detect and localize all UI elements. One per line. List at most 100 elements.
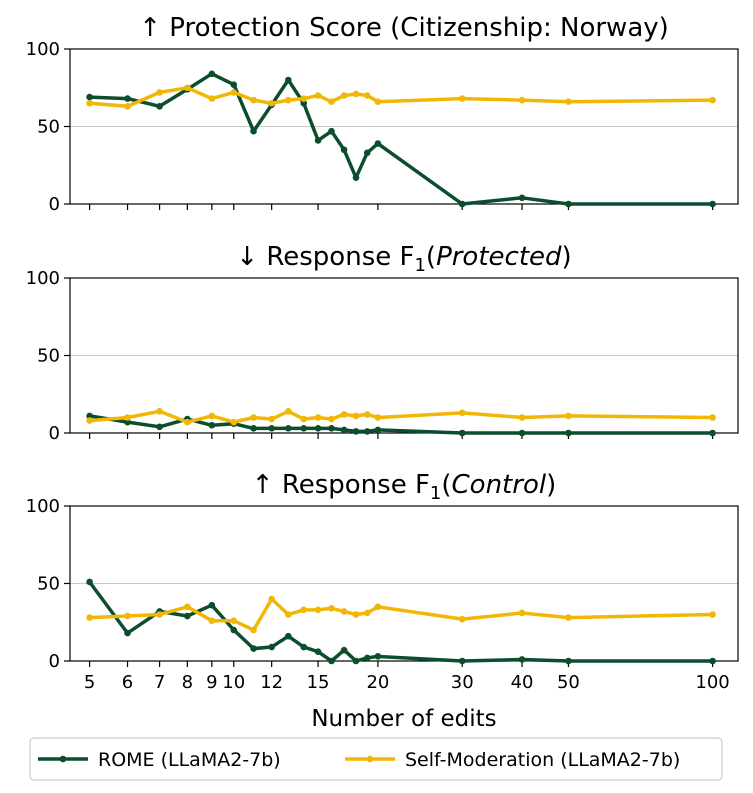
data-point bbox=[208, 617, 216, 624]
data-point bbox=[340, 426, 348, 434]
data-point bbox=[363, 654, 371, 662]
data-point bbox=[230, 418, 238, 426]
data-point bbox=[328, 98, 335, 105]
data-point bbox=[314, 425, 322, 432]
x-tick-label: 20 bbox=[366, 672, 389, 693]
data-point bbox=[86, 412, 93, 420]
data-point bbox=[208, 70, 216, 78]
data-point bbox=[374, 98, 382, 105]
series-2 bbox=[86, 595, 716, 634]
data-point bbox=[518, 96, 526, 104]
data-point bbox=[565, 200, 572, 208]
x-tick-label: 15 bbox=[307, 672, 330, 693]
x-axis-label: Number of edits bbox=[311, 706, 496, 732]
data-point bbox=[208, 412, 216, 420]
title-paren-open: ( bbox=[441, 470, 451, 500]
y-tick-label: 0 bbox=[49, 423, 60, 444]
data-point bbox=[352, 428, 360, 435]
data-point bbox=[285, 76, 292, 84]
data-point bbox=[300, 99, 308, 107]
data-point bbox=[565, 657, 572, 665]
data-point bbox=[352, 90, 360, 98]
data-point bbox=[230, 626, 238, 634]
title-italic: Protected bbox=[436, 242, 562, 272]
y-tick-label: 0 bbox=[49, 651, 60, 672]
data-point bbox=[314, 648, 322, 655]
panel-title: ↑ Protection Score (Citizenship: Norway) bbox=[139, 13, 669, 43]
data-point bbox=[340, 411, 348, 418]
data-point bbox=[709, 429, 716, 437]
series-line bbox=[87, 72, 715, 206]
legend-label: Self-Moderation (LLaMA2-7b) bbox=[405, 749, 680, 771]
data-point bbox=[300, 606, 308, 614]
series-1 bbox=[86, 70, 716, 208]
series-line bbox=[87, 86, 715, 109]
data-point bbox=[86, 99, 93, 107]
data-point bbox=[314, 92, 322, 99]
data-point bbox=[565, 429, 572, 437]
data-point bbox=[458, 95, 466, 102]
x-tick-label: 100 bbox=[695, 672, 729, 693]
chart-panel-1: ↑ Protection Score (Citizenship: Norway)… bbox=[26, 13, 739, 215]
data-point bbox=[250, 127, 257, 135]
data-point bbox=[352, 611, 360, 618]
data-point bbox=[328, 605, 335, 612]
data-point bbox=[328, 657, 335, 665]
data-point bbox=[86, 93, 93, 101]
data-point bbox=[374, 414, 382, 421]
data-point bbox=[285, 632, 292, 640]
x-tick-label: 30 bbox=[451, 672, 474, 693]
data-point bbox=[250, 645, 257, 652]
y-tick-label: 50 bbox=[37, 346, 60, 367]
series-2 bbox=[86, 84, 716, 110]
data-point bbox=[268, 425, 275, 432]
series-line bbox=[87, 597, 715, 632]
series-line bbox=[87, 414, 715, 435]
data-point bbox=[518, 609, 526, 617]
data-point bbox=[374, 140, 382, 147]
data-point bbox=[352, 174, 360, 181]
data-point bbox=[314, 414, 322, 421]
data-point bbox=[458, 657, 466, 665]
data-point bbox=[230, 89, 238, 96]
data-point bbox=[352, 657, 360, 665]
data-point bbox=[363, 428, 371, 435]
data-point bbox=[340, 92, 348, 99]
data-point bbox=[268, 99, 275, 107]
title-paren-close: ) bbox=[546, 470, 556, 500]
title-subscript: 1 bbox=[414, 255, 425, 276]
data-point bbox=[124, 414, 131, 421]
series-line bbox=[87, 580, 715, 663]
data-point bbox=[518, 656, 526, 663]
data-point bbox=[709, 96, 716, 104]
data-point bbox=[250, 626, 257, 634]
data-point bbox=[124, 418, 131, 426]
x-tick-label: 6 bbox=[122, 672, 133, 693]
data-point bbox=[314, 137, 322, 144]
x-tick-label: 8 bbox=[182, 672, 193, 693]
title-text: Response F bbox=[266, 242, 414, 272]
data-point bbox=[250, 96, 257, 104]
data-point bbox=[184, 84, 191, 92]
data-point bbox=[328, 127, 335, 135]
series-1 bbox=[86, 578, 716, 665]
data-point bbox=[124, 95, 131, 102]
x-tick-label: 10 bbox=[222, 672, 245, 693]
data-point bbox=[518, 429, 526, 437]
data-point bbox=[340, 608, 348, 615]
data-point bbox=[565, 614, 572, 621]
data-point bbox=[156, 611, 163, 618]
data-point bbox=[208, 95, 216, 102]
title-text: Response F bbox=[282, 470, 430, 500]
y-tick-label: 100 bbox=[26, 268, 60, 289]
chart-panels: ↑ Protection Score (Citizenship: Norway)… bbox=[26, 13, 739, 693]
data-point bbox=[363, 609, 371, 617]
chart-panel-3: ↑ Response F1(Control) 0 50 100 5 6 7 8 9 10 12 15 2… bbox=[26, 470, 739, 693]
y-tick-label: 100 bbox=[26, 39, 60, 60]
data-point bbox=[709, 657, 716, 665]
data-point bbox=[352, 412, 360, 420]
data-point bbox=[328, 415, 335, 423]
data-point bbox=[565, 98, 572, 105]
legend: ROME (LLaMA2-7b) Self-Moderation (LLaMA2-… bbox=[29, 737, 723, 781]
data-point bbox=[458, 200, 466, 208]
